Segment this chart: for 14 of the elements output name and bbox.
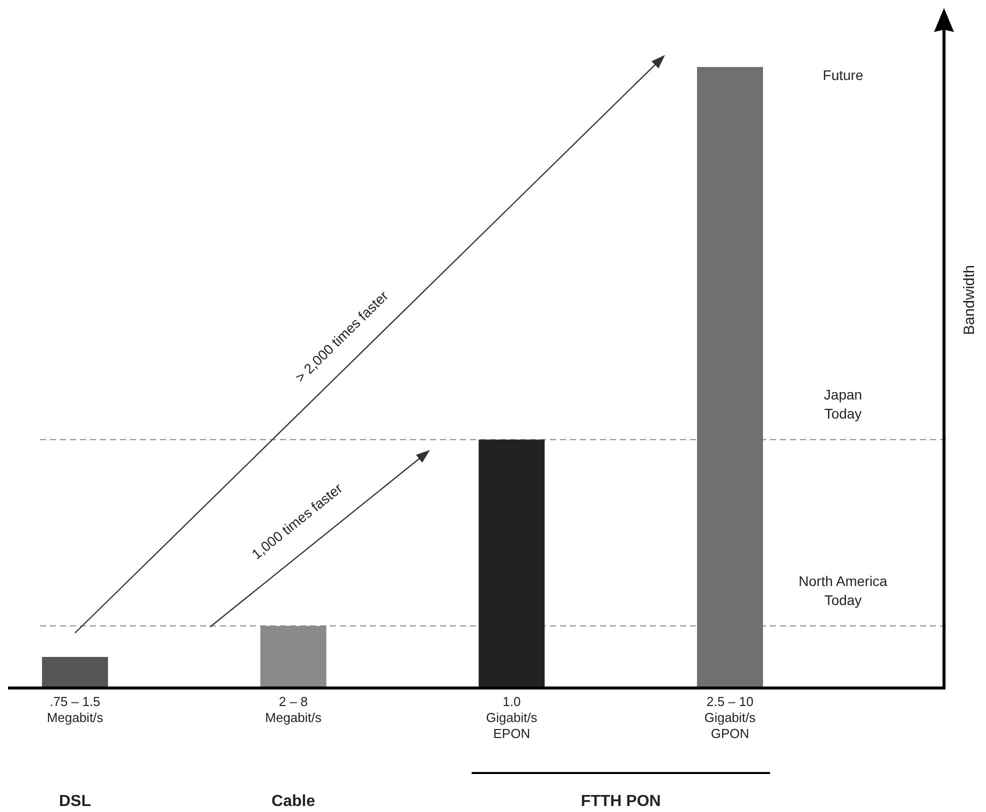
ref-line-label: North America Today: [798, 572, 888, 608]
text: Cable: [272, 793, 316, 810]
bar: [42, 656, 108, 688]
ref-line-label: Japan Today: [824, 386, 862, 422]
x-tick-label: .75 – 1.5 Megabit/s: [46, 694, 104, 725]
x-tick-label: 2 – 8 Megabit/s: [265, 694, 322, 725]
x-tick-label: 2.5 – 10 Gigabit/s GPON: [704, 694, 756, 741]
text: DSL: [59, 793, 92, 810]
bar: [697, 67, 763, 688]
x-tick-label: 1.0 Gigabit/s EPON: [486, 694, 538, 741]
bar: [478, 440, 545, 688]
y-axis-title: Bandwidth: [961, 264, 978, 336]
text: FTTH PON: [580, 793, 661, 810]
annotation: Future: [822, 67, 864, 83]
